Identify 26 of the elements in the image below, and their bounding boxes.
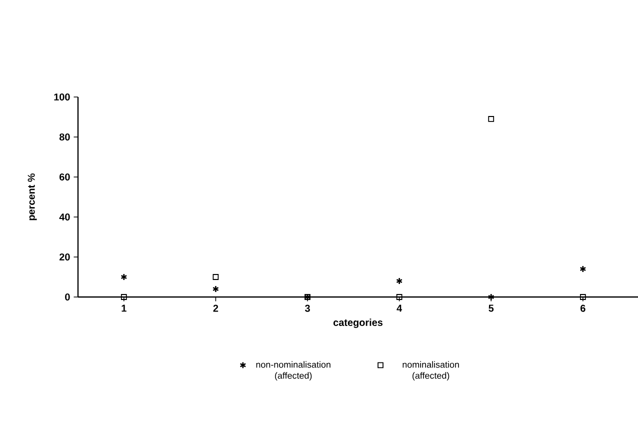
point — [580, 294, 586, 300]
x-tick-label: 3 — [304, 304, 310, 312]
legend-label: non-nominalisation (affected) — [256, 361, 330, 380]
y-tick-label: 20 — [59, 253, 70, 261]
y-axis-title: percent % — [28, 173, 37, 220]
point — [580, 265, 586, 273]
point — [212, 285, 219, 293]
y-tick-label: 80 — [59, 133, 70, 141]
point — [396, 294, 402, 300]
x-tick-label: 6 — [580, 304, 586, 312]
point — [212, 274, 219, 280]
y-tick-label: 40 — [59, 213, 70, 221]
x-tick-label: 2 — [213, 304, 218, 312]
x-tick-label: 1 — [122, 304, 126, 312]
point — [120, 294, 127, 300]
y-tick-label: 60 — [60, 173, 70, 181]
y-tick-label: 0 — [65, 293, 70, 301]
x-tick-label: 4 — [396, 304, 402, 312]
point — [488, 116, 494, 122]
point — [120, 273, 128, 281]
point — [396, 277, 403, 285]
x-tick-label: 5 — [488, 304, 494, 312]
point — [488, 293, 494, 301]
legend-label: nominalisation (affected) — [402, 361, 459, 380]
y-tick-label: 100 — [54, 93, 70, 101]
x-axis-title: categories — [333, 318, 383, 328]
